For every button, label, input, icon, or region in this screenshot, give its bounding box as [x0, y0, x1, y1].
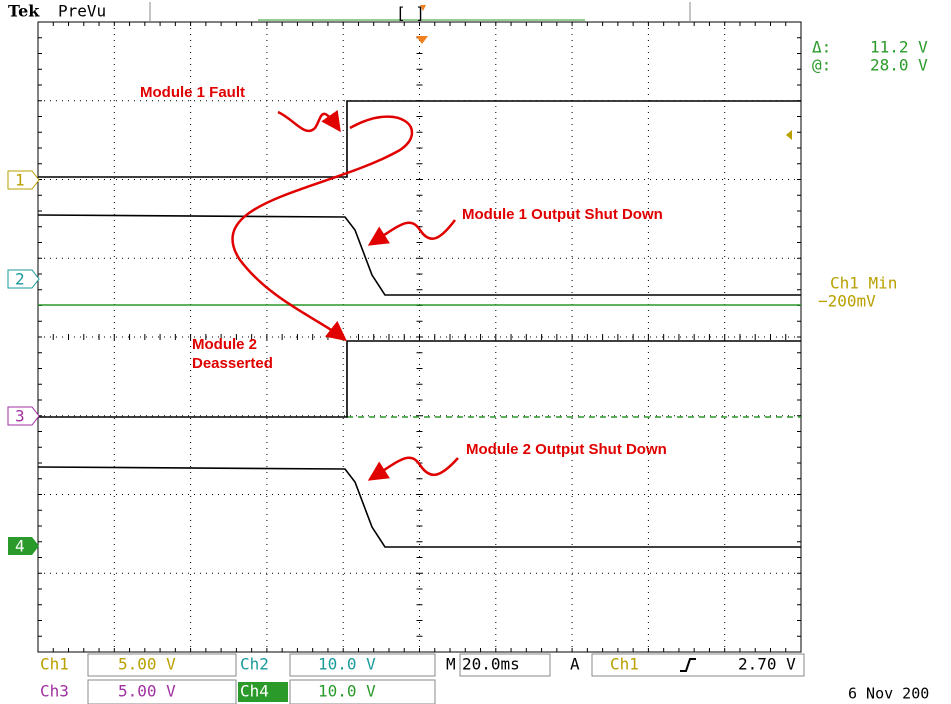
- annotation-arrow: [372, 220, 455, 243]
- ch4-scale: 10.0 V: [318, 682, 376, 701]
- delta-value: 11.2 V: [870, 38, 928, 57]
- channel-marker: 4: [15, 537, 25, 556]
- ch1-label: Ch1: [40, 655, 69, 674]
- channel-marker: 1: [15, 171, 25, 190]
- measure-label: Ch1 Min: [830, 274, 897, 293]
- ch3-scale: 5.00 V: [118, 682, 176, 701]
- date: 6 Nov 200: [848, 685, 929, 703]
- channel-markers: 1 2 3 4: [8, 171, 39, 556]
- channel-marker: 3: [15, 407, 25, 426]
- trigger-marker: [416, 36, 428, 44]
- ch3-label: Ch3: [40, 682, 69, 701]
- brand: Tek: [8, 2, 40, 21]
- record-window: [ ]: [396, 4, 425, 23]
- channel-marker: 2: [15, 270, 25, 289]
- annotation: Module 2: [192, 336, 257, 353]
- delta-label: Δ:: [812, 38, 831, 57]
- at-label: @:: [812, 56, 831, 75]
- mode: PreVu: [58, 2, 106, 21]
- scope-screen: Tek PreVu [ ] Δ: 11.2 V @: 28.0 V Ch1 Mi…: [0, 0, 951, 704]
- trigger-label: A: [570, 655, 580, 674]
- annotation: Module 1 Fault: [140, 84, 245, 101]
- level-marker: [786, 130, 792, 140]
- trigger-level: 2.70 V: [738, 655, 796, 674]
- graticule: [38, 22, 801, 652]
- annotation-arrow: [278, 112, 338, 131]
- trigger-slope: [680, 659, 696, 671]
- annotation: Deasserted: [192, 355, 273, 372]
- measure-value: −200mV: [818, 292, 876, 311]
- timebase-label: M: [446, 655, 456, 674]
- annotation-arrow: [372, 458, 458, 478]
- ch4-label: Ch4: [240, 682, 269, 701]
- ch1-scale: 5.00 V: [118, 655, 176, 674]
- ch2-scale: 10.0 V: [318, 655, 376, 674]
- timebase-value: 20.0ms: [462, 655, 520, 674]
- annotation: Module 1 Output Shut Down: [462, 206, 663, 223]
- annotation: Module 2 Output Shut Down: [466, 441, 667, 458]
- at-value: 28.0 V: [870, 56, 928, 75]
- trigger-source: Ch1: [610, 655, 639, 674]
- ch2-label: Ch2: [240, 655, 269, 674]
